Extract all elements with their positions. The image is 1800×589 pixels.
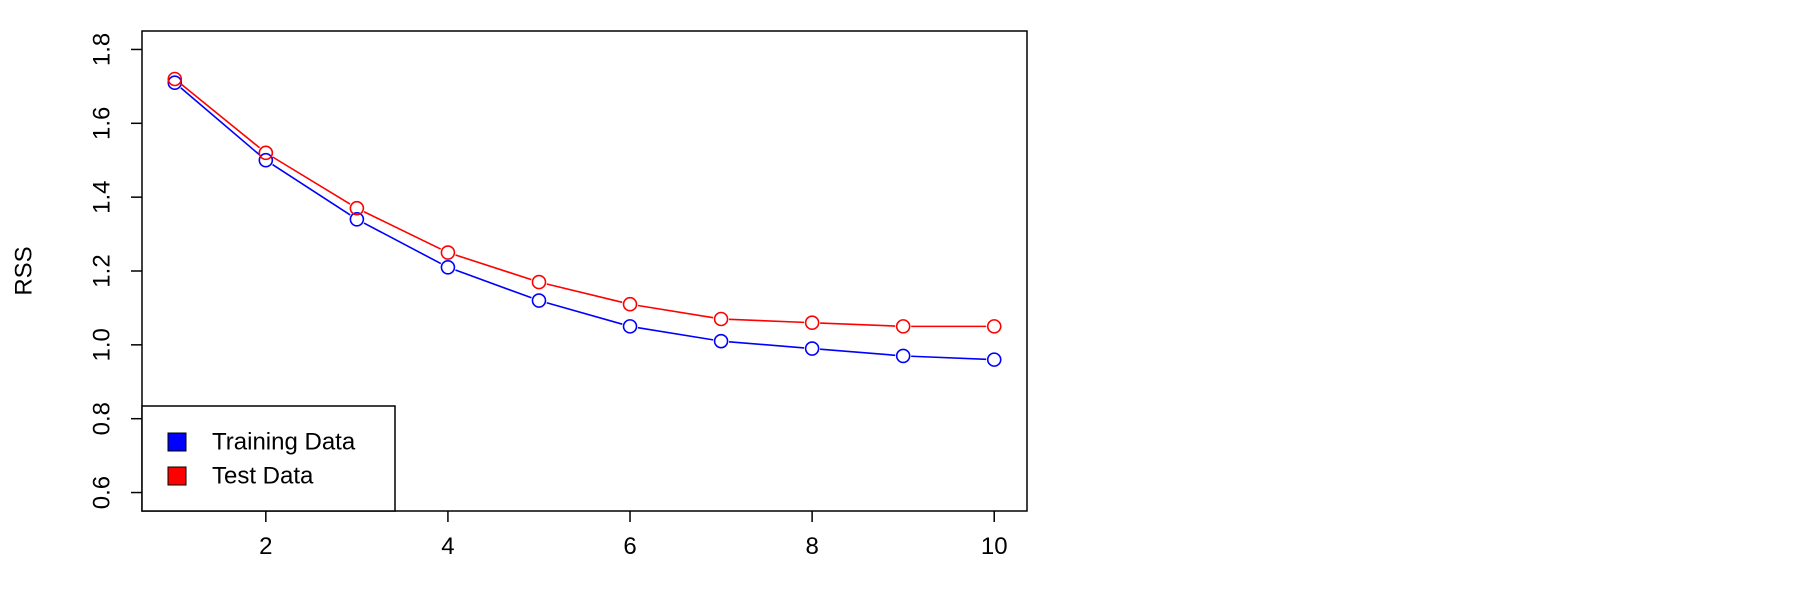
data-point	[258, 145, 274, 161]
data-point	[167, 71, 183, 87]
axes-layer: 2 4 6 8 10 0.6 0.8 1.0 1.2 1.4 1.6 1.8 RSS	[11, 30, 1028, 560]
series-line-segment	[820, 322, 896, 327]
data-point	[258, 152, 274, 168]
series-line-segment	[546, 283, 623, 304]
y-tick-label: 1.0	[89, 328, 116, 361]
series-layer	[167, 71, 1002, 367]
series-test-data	[167, 71, 1002, 334]
x-tick-label: 2	[259, 533, 272, 560]
data-point	[986, 319, 1002, 334]
y-tick-label: 1.6	[89, 107, 116, 140]
series-line-segment	[728, 341, 805, 349]
data-point	[349, 200, 365, 216]
legend-swatch	[167, 432, 187, 452]
data-point	[349, 212, 365, 227]
series-line-segment	[272, 156, 351, 205]
data-point	[440, 245, 456, 260]
y-tick-label: 1.8	[89, 33, 116, 66]
series-line-segment	[820, 348, 896, 357]
legend-box	[141, 405, 396, 512]
y-tick-label: 1.2	[89, 254, 116, 287]
data-point	[622, 319, 638, 334]
data-point	[167, 75, 183, 90]
data-point	[713, 333, 729, 349]
x-tick-label: 10	[981, 533, 1008, 560]
series-line-segment	[180, 83, 261, 149]
series-line-segment	[180, 87, 261, 156]
series-line-segment	[455, 254, 532, 281]
data-point	[440, 260, 456, 275]
y-tick-label: 0.6	[89, 476, 116, 509]
legend-swatch	[167, 466, 187, 486]
series-line-segment	[363, 222, 442, 265]
data-point	[531, 293, 547, 308]
data-point	[895, 348, 911, 364]
x-tick-label: 4	[441, 533, 454, 560]
data-point	[622, 296, 638, 312]
data-point	[804, 341, 820, 356]
y-tick-label: 1.4	[89, 180, 116, 213]
y-axis-label: RSS	[11, 246, 38, 295]
legend-label: Training Data	[212, 429, 356, 456]
series-line-segment	[729, 318, 805, 324]
series-training-data	[167, 75, 1002, 367]
series-line-segment	[637, 304, 714, 319]
x-tick-label: 6	[623, 533, 636, 560]
series-line-segment	[911, 355, 987, 361]
series-line-segment	[455, 269, 532, 299]
data-point	[986, 352, 1002, 367]
series-line-segment	[363, 211, 442, 250]
y-tick-label: 0.8	[89, 402, 116, 435]
series-line-segment	[637, 326, 714, 341]
data-point	[531, 274, 547, 290]
data-point	[713, 311, 729, 327]
legend-label: Test Data	[212, 463, 314, 490]
x-tick-label: 8	[805, 533, 818, 560]
legend: Training Data Test Data	[141, 405, 396, 512]
series-line-segment	[546, 301, 623, 325]
data-point	[895, 319, 911, 334]
data-point	[804, 315, 820, 330]
series-line-segment	[272, 163, 351, 216]
